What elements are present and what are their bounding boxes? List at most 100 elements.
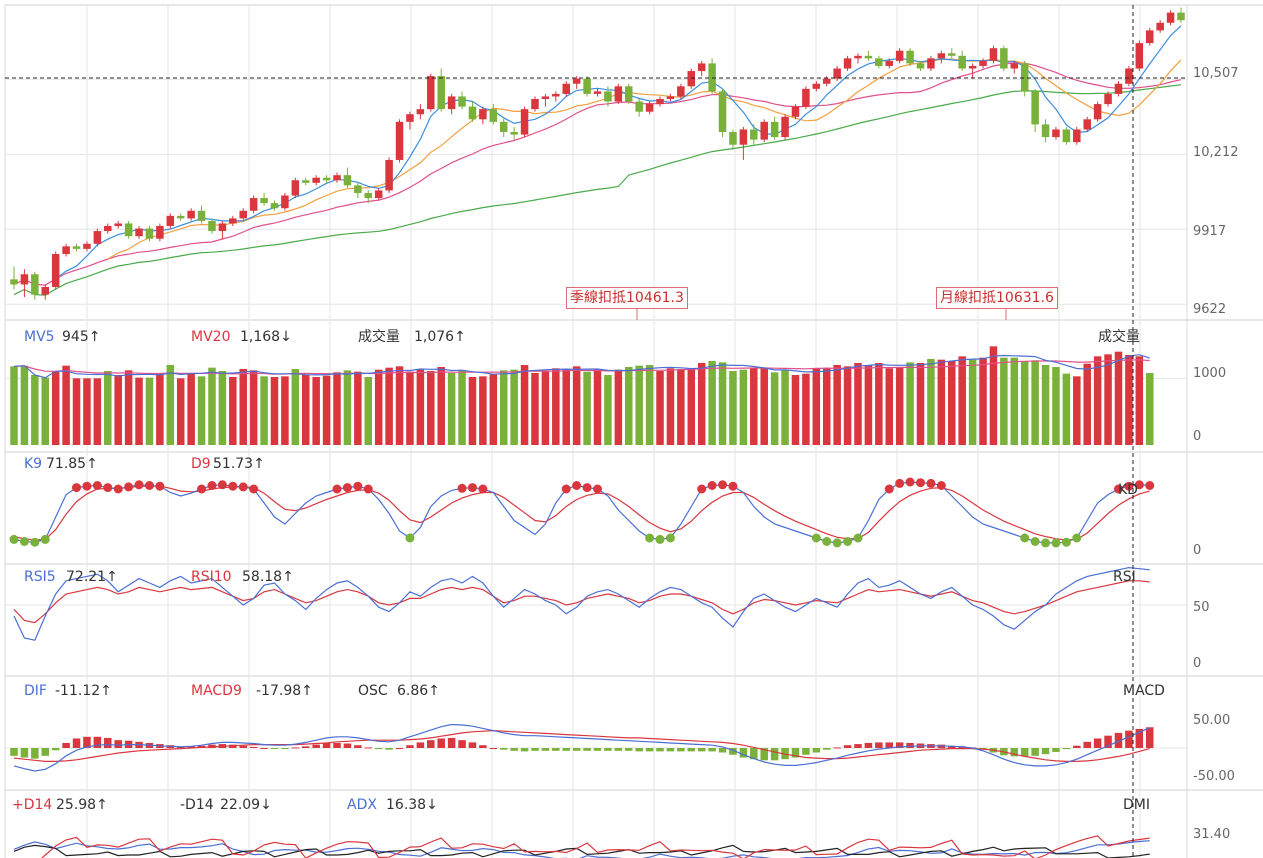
d9-line bbox=[13, 485, 1150, 541]
candle-body bbox=[312, 177, 320, 183]
osc-bar bbox=[791, 748, 800, 758]
kd-overbought-dot bbox=[197, 484, 207, 494]
candle-body bbox=[333, 175, 341, 181]
candle-body bbox=[354, 185, 362, 193]
osc-bar bbox=[1031, 748, 1039, 756]
candle-body bbox=[437, 76, 445, 110]
candle-body bbox=[208, 220, 216, 232]
candle-body bbox=[760, 121, 768, 140]
osc-bar bbox=[322, 742, 331, 748]
volume-bar bbox=[62, 365, 70, 445]
candle-body bbox=[1135, 43, 1144, 69]
osc-bar bbox=[1083, 741, 1091, 748]
volume-bar bbox=[1093, 356, 1102, 445]
kd-overbought-dot bbox=[884, 484, 894, 494]
osc-bar bbox=[93, 736, 102, 748]
osc-bar bbox=[51, 748, 60, 751]
osc-bar bbox=[812, 748, 821, 753]
candle-body bbox=[604, 91, 612, 102]
kd-overbought-dot bbox=[561, 484, 571, 494]
candle-body bbox=[1114, 83, 1123, 94]
candle-body bbox=[989, 48, 998, 61]
kd-overbought-dot bbox=[103, 483, 113, 493]
osc-bar bbox=[427, 740, 435, 748]
volume-bar bbox=[1010, 357, 1019, 445]
volume-bar bbox=[218, 371, 227, 445]
volume-bar bbox=[979, 357, 987, 445]
osc-bar bbox=[593, 748, 602, 751]
candle-body bbox=[104, 226, 112, 232]
candle-body bbox=[301, 180, 310, 183]
volume-bar bbox=[656, 371, 664, 445]
volume-bar bbox=[1135, 356, 1144, 445]
volume-bar bbox=[885, 368, 894, 445]
osc-bar bbox=[437, 738, 445, 748]
candle-body bbox=[906, 50, 914, 64]
kd-overbought-dot bbox=[582, 483, 592, 493]
ma60-line bbox=[13, 84, 1182, 296]
osc-bar bbox=[531, 748, 539, 751]
candle-body bbox=[374, 190, 383, 199]
osc-bar bbox=[83, 736, 91, 748]
volume-bar bbox=[447, 373, 456, 445]
osc-bar bbox=[187, 746, 195, 748]
volume-bar bbox=[677, 369, 685, 445]
osc-bar bbox=[708, 748, 716, 752]
candle-body bbox=[833, 68, 841, 79]
rsi5-line bbox=[13, 566, 1150, 641]
kd-oversold-dot bbox=[40, 534, 50, 544]
candle-body bbox=[197, 210, 206, 221]
kd-overbought-dot bbox=[217, 480, 227, 490]
candle-body bbox=[1031, 91, 1039, 125]
candle-body bbox=[229, 218, 237, 224]
kd-overbought-dot bbox=[457, 483, 467, 493]
volume-bar bbox=[333, 372, 341, 445]
kd-overbought-dot bbox=[155, 481, 165, 491]
osc-bar bbox=[395, 748, 404, 749]
kd-overbought-dot bbox=[228, 481, 238, 491]
candle-body bbox=[10, 279, 18, 285]
volume-bar bbox=[427, 371, 435, 445]
volume-bar bbox=[72, 378, 81, 445]
volume-bar bbox=[822, 367, 831, 445]
candle-body bbox=[697, 63, 706, 72]
candle-body bbox=[93, 231, 102, 244]
volume-bar bbox=[906, 362, 914, 445]
candle-body bbox=[156, 226, 164, 239]
kd-overbought-dot bbox=[728, 481, 738, 491]
osc-bar bbox=[406, 745, 414, 748]
osc-bar bbox=[31, 748, 39, 759]
candle-body bbox=[572, 78, 581, 84]
osc-bar bbox=[1125, 730, 1133, 748]
osc-bar bbox=[385, 748, 393, 750]
osc-bar bbox=[281, 748, 289, 749]
candle-body bbox=[677, 86, 685, 97]
osc-bar bbox=[625, 748, 633, 751]
volume-bar bbox=[499, 370, 508, 445]
volume-bar bbox=[635, 365, 643, 445]
osc-bar bbox=[499, 748, 508, 750]
volume-bar bbox=[437, 367, 445, 445]
kd-overbought-dot bbox=[593, 484, 602, 494]
osc-bar bbox=[62, 742, 70, 748]
volume-bar bbox=[760, 368, 768, 445]
candle-body bbox=[937, 53, 946, 59]
volume-bar bbox=[739, 369, 748, 445]
candle-body bbox=[583, 78, 591, 94]
volume-bar bbox=[1073, 376, 1081, 445]
kd-overbought-dot bbox=[82, 481, 92, 491]
volume-bar bbox=[552, 368, 560, 445]
kd-overbought-dot bbox=[249, 484, 259, 494]
osc-bar bbox=[468, 742, 477, 748]
volume-bar bbox=[322, 375, 331, 445]
candle-body bbox=[20, 274, 29, 285]
candle-body bbox=[927, 58, 935, 69]
volume-bar bbox=[260, 376, 268, 445]
osc-bar bbox=[260, 748, 268, 749]
kd-oversold-dot bbox=[843, 537, 853, 546]
osc-bar bbox=[750, 748, 758, 760]
osc-bar bbox=[447, 737, 456, 748]
volume-bar bbox=[31, 375, 39, 445]
candle-body bbox=[406, 114, 414, 122]
volume-bar bbox=[791, 375, 800, 445]
